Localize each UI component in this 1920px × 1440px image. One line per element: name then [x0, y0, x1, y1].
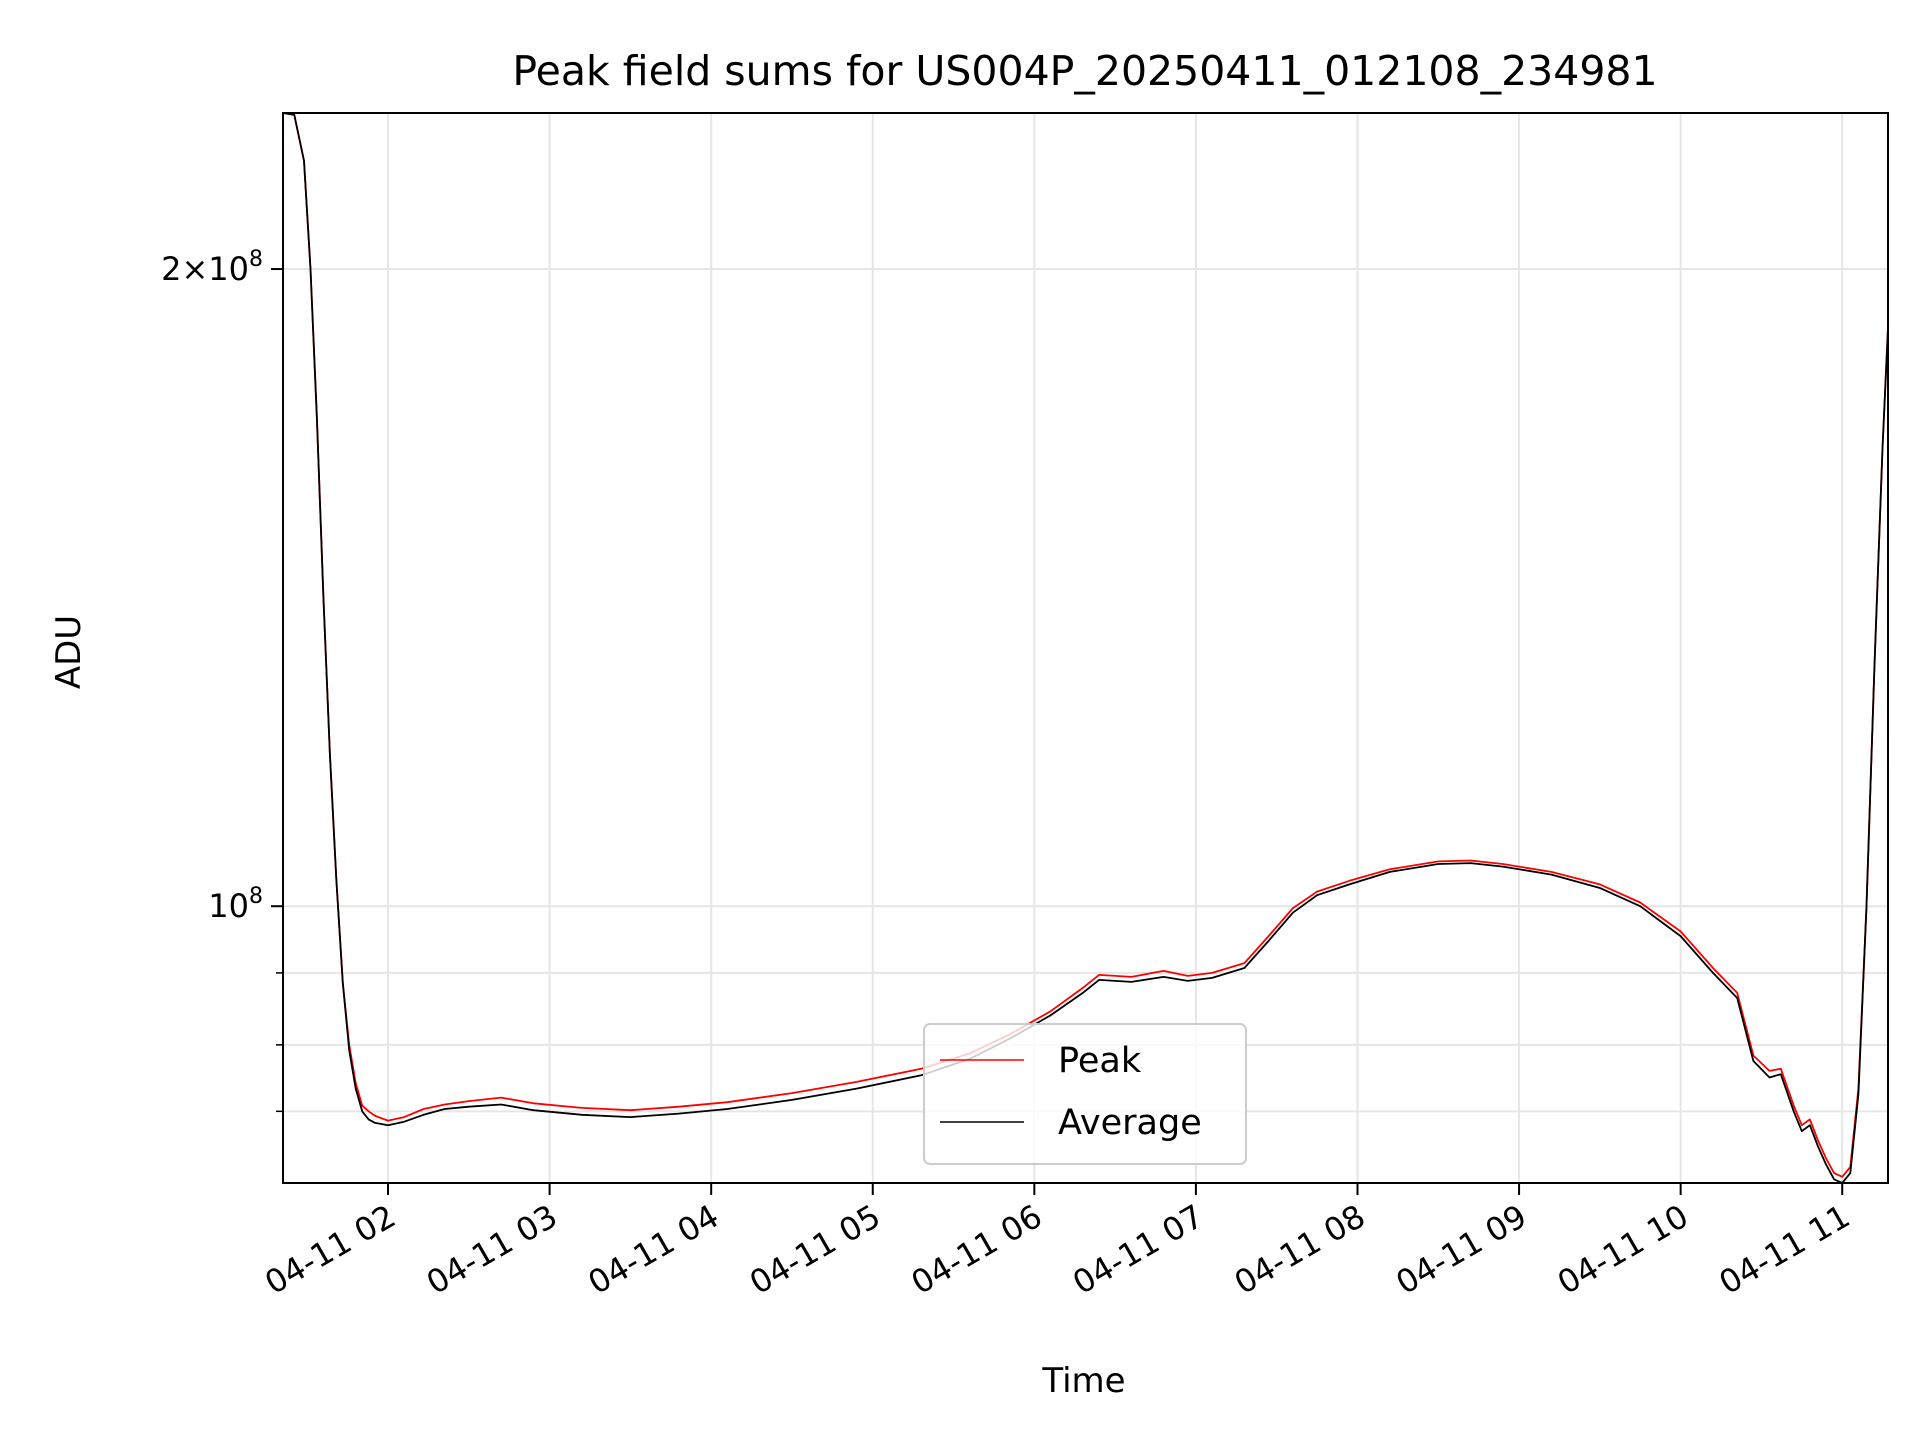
y-axis-ticks: 2×108 108: [161, 247, 283, 1113]
legend-label-average: Average: [1058, 1103, 1202, 1143]
series-line-average: [283, 113, 1888, 1183]
legend-label-peak: Peak: [1058, 1041, 1142, 1081]
legend: Peak Average: [923, 1023, 1247, 1165]
legend-box: [923, 1023, 1247, 1165]
y-tick-label: 108: [208, 884, 263, 925]
y-axis-label: ADU: [49, 615, 89, 689]
x-axis-label: Time: [1041, 1361, 1125, 1401]
series-lines: [283, 113, 1888, 1183]
y-tick-label: 2×108: [161, 247, 263, 288]
chart-title: Peak field sums for US004P_20250411_0121…: [512, 47, 1657, 95]
series-line-peak: [283, 113, 1888, 1178]
plot-frame: [282, 112, 1889, 1184]
